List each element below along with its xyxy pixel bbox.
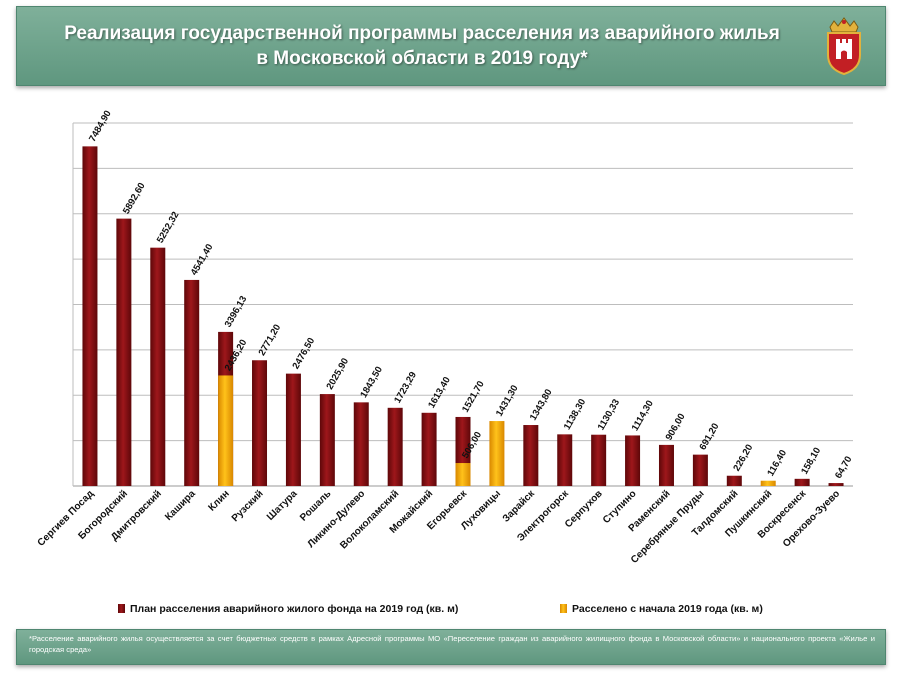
category-label: Волоколамский — [338, 488, 401, 551]
page-title-line2: в Московской области в 2019 году* — [256, 48, 588, 69]
plan-bar — [252, 360, 268, 486]
resettled-value-label: 1431,30 — [494, 383, 521, 418]
plan-bar — [828, 483, 844, 486]
plan-value-label: 4541,40 — [189, 242, 216, 277]
category-label: Клин — [207, 488, 232, 513]
plan-value-label: 3396,13 — [223, 294, 250, 329]
plan-value-label: 5252,32 — [155, 210, 182, 245]
plan-value-label: 906,00 — [664, 412, 688, 443]
plan-value-label: 1521,70 — [460, 379, 487, 414]
chart-area: 7484,90 5892,60 5252,32 4541,40 3396,13 2436,… — [18, 96, 884, 626]
plan-value-label: 2476,50 — [291, 336, 318, 371]
plan-bar — [184, 279, 200, 486]
legend-swatch-plan — [118, 604, 125, 613]
plan-bar — [692, 454, 708, 486]
plan-value-label: 1613,40 — [426, 375, 453, 410]
plan-value-label: 1114,30 — [630, 399, 656, 433]
plan-value-label: 1723,29 — [392, 370, 419, 405]
plan-bar — [82, 146, 98, 486]
legend-label-plan: План расселения аварийного жилого фонда … — [130, 603, 458, 615]
category-label: Шатура — [265, 488, 300, 523]
plan-value-label: 2025,90 — [324, 356, 351, 391]
plan-bar — [625, 435, 641, 486]
plan-value-label: 158,10 — [799, 446, 823, 477]
category-label: Ликино-Дулево — [306, 488, 368, 550]
plan-value-label: 1138,30 — [562, 397, 588, 432]
plan-value-label: 226,20 — [731, 443, 755, 474]
plan-bar — [150, 247, 166, 486]
plan-bar — [387, 407, 403, 486]
plan-value-label: 2771,20 — [257, 323, 284, 358]
resettled-bar — [760, 480, 776, 486]
plan-bar — [726, 475, 742, 486]
resettled-bar — [218, 375, 234, 486]
page-title-line1: Реализация государственной программы рас… — [64, 23, 780, 44]
legend-swatch-done — [560, 604, 567, 613]
plan-bar — [658, 444, 674, 486]
resettled-value-label: 116,40 — [765, 448, 789, 478]
page-title: Реализация государственной программы рас… — [37, 21, 807, 71]
category-label: Рузский — [230, 488, 266, 524]
resettled-bar — [455, 463, 471, 486]
resettled-bar — [489, 421, 505, 486]
plan-bar — [421, 412, 437, 486]
plan-bar — [523, 425, 539, 486]
plan-value-label: 1343,80 — [528, 387, 555, 422]
plan-value-label: 7484,90 — [87, 109, 114, 144]
footnote-text: *Расселение аварийного жилья осуществляе… — [29, 634, 875, 654]
bar-chart: 7484,905892,605252,324541,403396,132436,… — [36, 109, 855, 615]
plan-bar — [116, 218, 132, 486]
plan-bar — [353, 402, 369, 486]
category-label: Сергиев Посад — [36, 488, 97, 549]
footnote-banner: *Расселение аварийного жилья осуществляе… — [16, 629, 886, 665]
plan-bar — [319, 394, 335, 486]
legend-label-done: Расселено с начала 2019 года (кв. м) — [572, 603, 763, 615]
plan-value-label: 1130,33 — [596, 397, 622, 432]
plan-value-label: 5892,60 — [121, 181, 148, 216]
plan-bar — [794, 478, 810, 486]
plan-bar — [285, 373, 301, 486]
title-banner: Реализация государственной программы рас… — [16, 6, 886, 86]
plan-value-label: 1843,50 — [358, 365, 385, 400]
coat-of-arms-icon — [821, 15, 867, 77]
plan-bar — [591, 434, 607, 486]
plan-value-label: 691,20 — [697, 421, 721, 452]
category-label: Кашира — [163, 488, 198, 523]
plan-bar — [557, 434, 573, 486]
plan-value-label: 64,70 — [833, 454, 854, 480]
category-label: Рошаль — [298, 488, 333, 523]
